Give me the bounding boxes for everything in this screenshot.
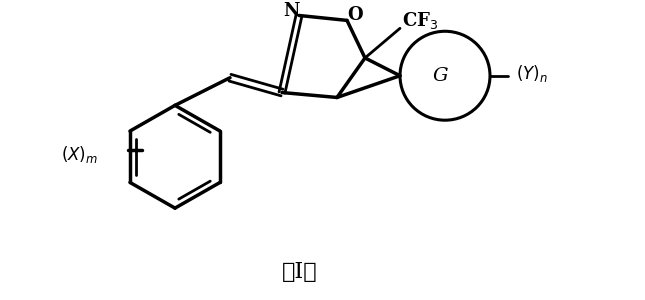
Text: $(X)_m$: $(X)_m$ bbox=[61, 144, 99, 165]
Text: $(Y)_n$: $(Y)_n$ bbox=[516, 63, 548, 84]
Text: N: N bbox=[283, 2, 299, 20]
Text: （I）: （I） bbox=[283, 261, 318, 283]
Text: CF$_3$: CF$_3$ bbox=[402, 10, 438, 31]
Text: O: O bbox=[347, 7, 362, 25]
Text: G: G bbox=[432, 67, 448, 85]
